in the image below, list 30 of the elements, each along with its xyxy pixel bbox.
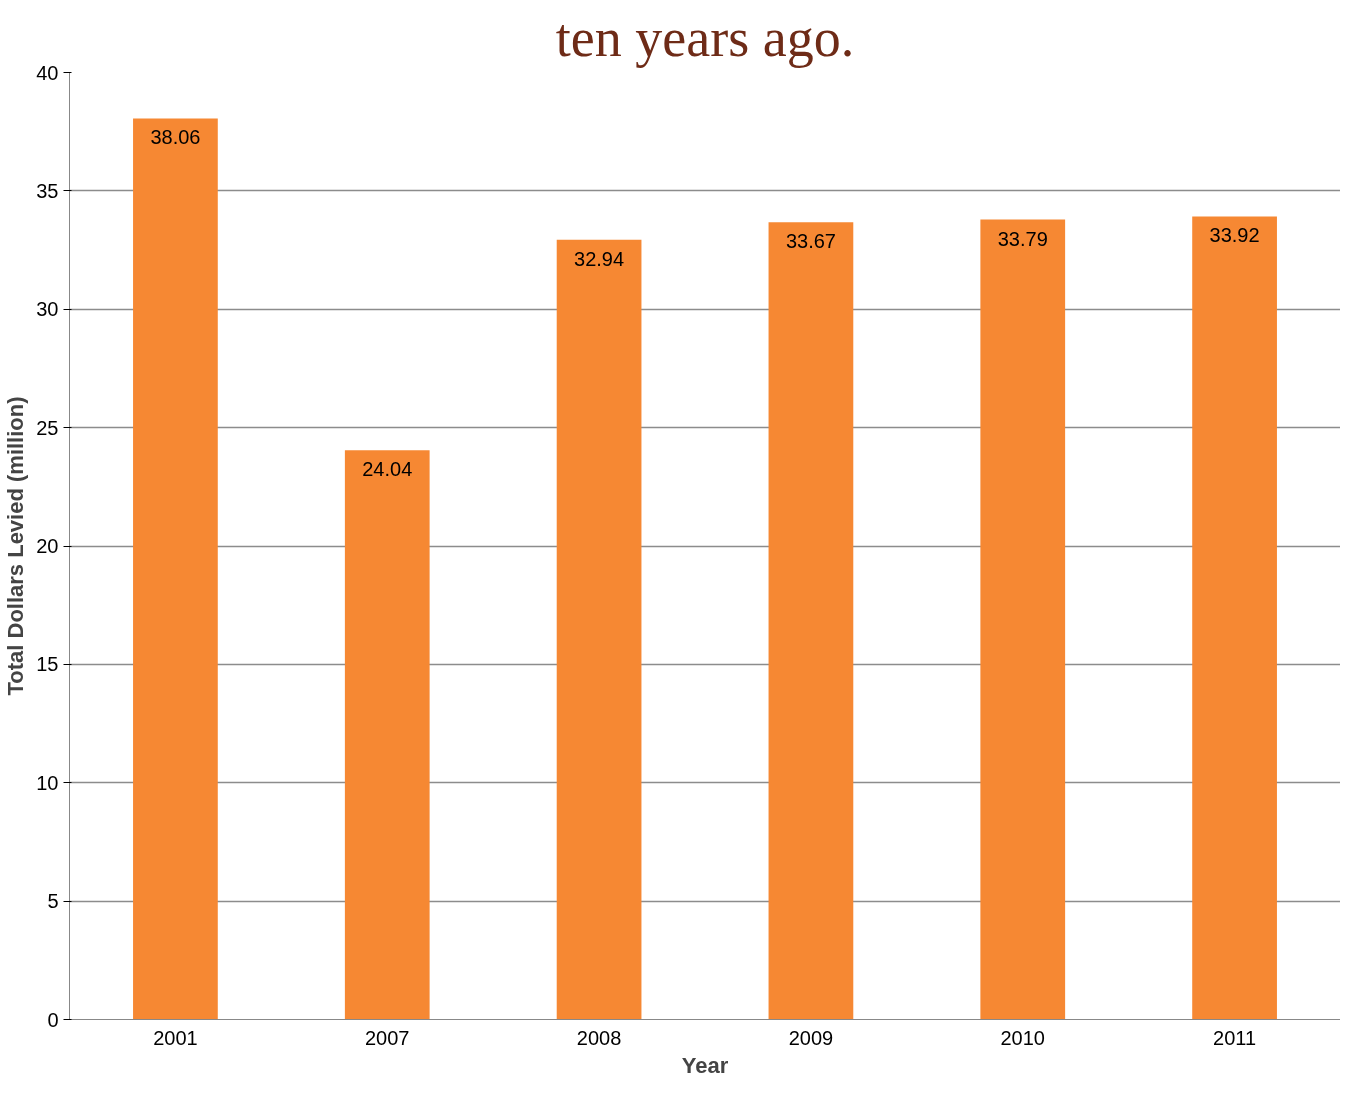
bar (768, 222, 854, 1020)
y-axis-title: Total Dollars Levied (million) (3, 396, 29, 696)
bar (1192, 216, 1277, 1020)
y-tick-label: 40 (36, 61, 59, 84)
x-tick-label: 2008 (576, 1026, 622, 1049)
x-tick-label: 2001 (153, 1026, 198, 1049)
data-label: 33.67 (785, 230, 836, 253)
y-tick-label: 25 (36, 416, 59, 439)
y-tick-label: 30 (36, 298, 59, 321)
y-tick-label: 35 (36, 179, 59, 202)
x-axis-title: Year (681, 1052, 729, 1078)
bar (980, 219, 1066, 1020)
y-tick-label: 5 (47, 890, 59, 913)
bar (556, 239, 642, 1020)
data-label: 33.79 (997, 227, 1048, 250)
y-tick-label: 10 (36, 771, 59, 794)
x-tick-label: 2010 (1000, 1026, 1045, 1049)
data-label: 24.04 (362, 458, 413, 481)
x-tick-label: 2011 (1213, 1026, 1257, 1049)
data-label: 32.94 (574, 247, 625, 270)
y-tick-label: 15 (36, 653, 59, 676)
data-label: 38.06 (150, 126, 201, 149)
x-tick-label: 2009 (788, 1026, 834, 1049)
bar (344, 450, 430, 1020)
data-label: 33.92 (1209, 224, 1260, 247)
y-tick-label: 20 (36, 535, 59, 557)
x-tick-label: 2007 (365, 1026, 410, 1049)
y-tick-label: 0 (47, 1008, 59, 1031)
chart-title: ten years ago. (555, 7, 855, 68)
bar (133, 118, 218, 1020)
